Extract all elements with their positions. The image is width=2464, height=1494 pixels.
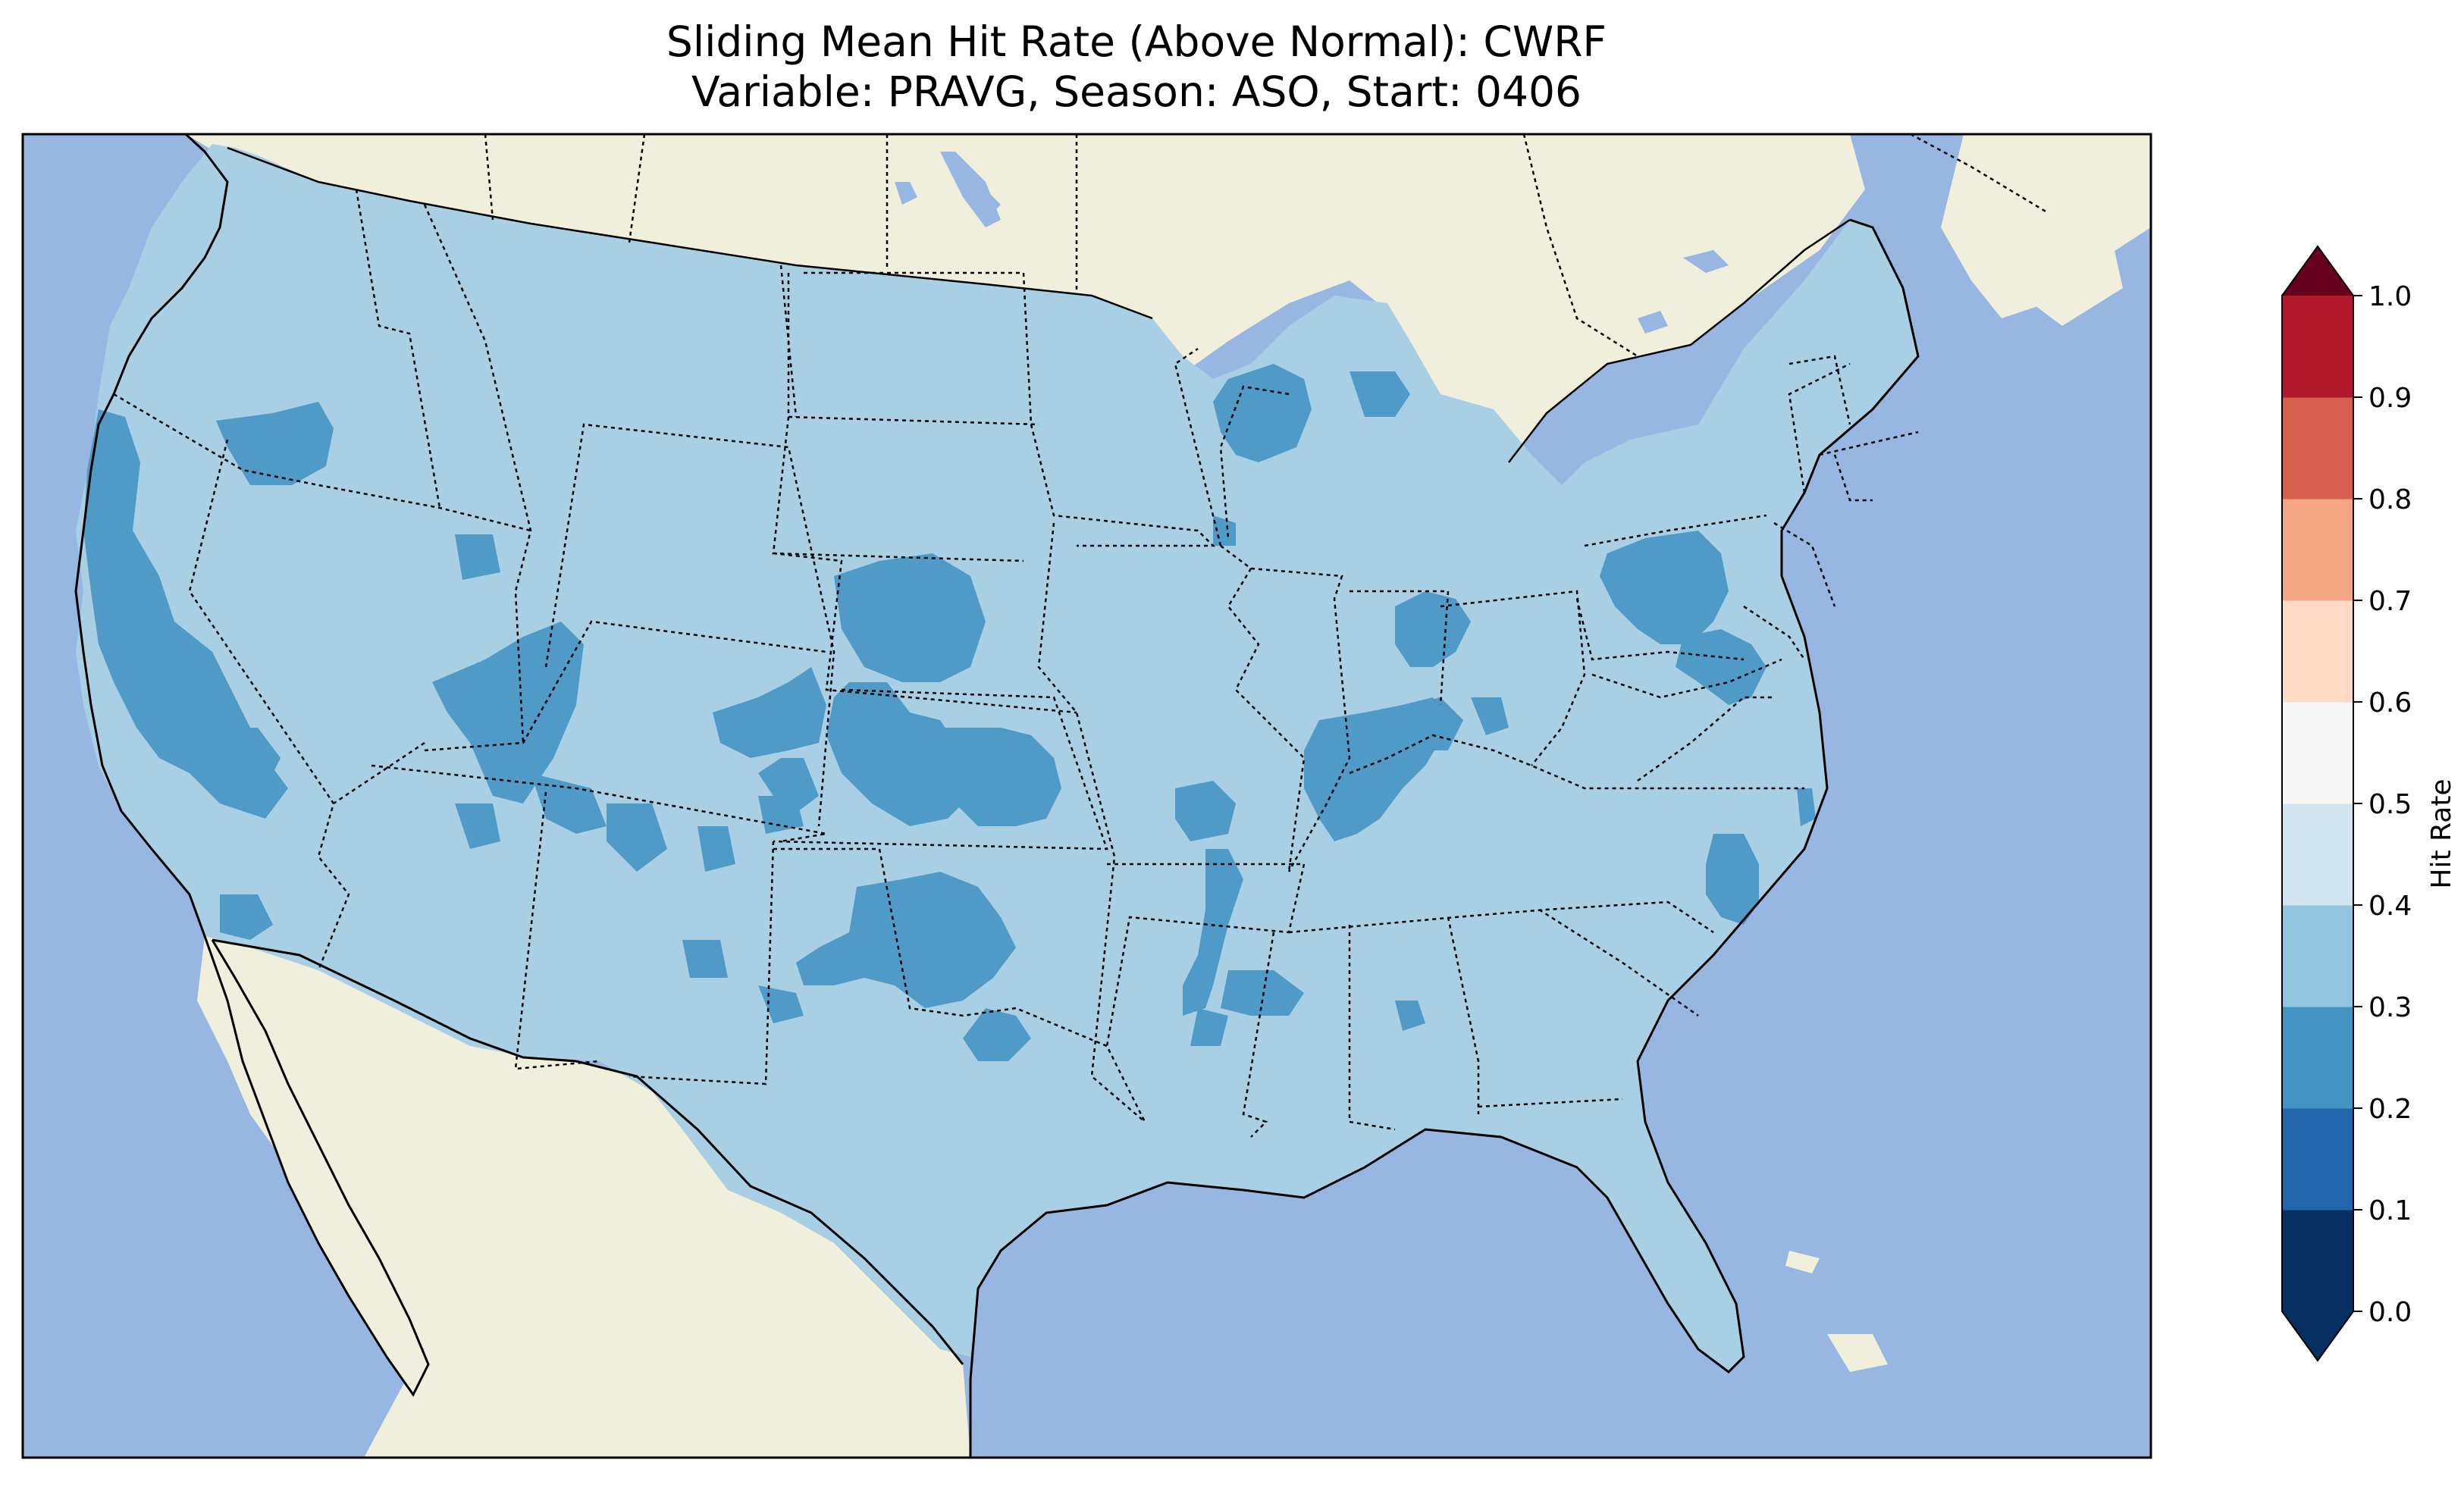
- colorbar-level-4: [2282, 803, 2353, 906]
- province-borders: [484, 134, 2048, 358]
- colorbar-tick-label: 0.5: [2368, 789, 2412, 820]
- colorbar-level-0: [2282, 1210, 2353, 1312]
- chart-title: Sliding Mean Hit Rate (Above Normal): CW…: [0, 17, 2273, 117]
- maritimes-land: [1941, 134, 2151, 318]
- colorbar-segments: [2281, 245, 2354, 1362]
- colorbar-tick-label: 0.4: [2368, 891, 2412, 922]
- colorbar-level-1: [2282, 1108, 2353, 1211]
- colorbar-level-6: [2282, 600, 2353, 703]
- colorbar-tick-label: 0.2: [2368, 1094, 2412, 1125]
- title-line-1: Sliding Mean Hit Rate (Above Normal): CW…: [666, 17, 1607, 66]
- colorbar-label: Hit Rate: [2426, 778, 2457, 888]
- colorbar-extend-under: [2282, 1311, 2353, 1361]
- colorbar-tick-label: 0.3: [2368, 992, 2412, 1023]
- title-line-2: Variable: PRAVG, Season: ASO, Start: 040…: [691, 67, 1582, 116]
- colorbar-level-3: [2282, 905, 2353, 1007]
- map-frame: [21, 133, 2152, 1459]
- colorbar-tick-label: 0.8: [2368, 484, 2412, 515]
- small-lakes: [895, 152, 1729, 334]
- colorbar-tick-label: 0.1: [2368, 1195, 2412, 1226]
- colorbar-level-9: [2282, 296, 2353, 398]
- colorbar-level-2: [2282, 1007, 2353, 1109]
- colorbar-level-8: [2282, 397, 2353, 500]
- bahamas-land: [1785, 1251, 1820, 1273]
- baja-land: [205, 936, 428, 1395]
- colorbar-tick-label: 0.6: [2368, 687, 2412, 719]
- coastline: [74, 134, 430, 1397]
- state-borders: [113, 189, 1919, 1138]
- colorbar-extend-over: [2282, 246, 2353, 296]
- mexico-land: [197, 936, 970, 1458]
- colorbar-tick-label: 1.0: [2368, 281, 2412, 312]
- colorbar-level-7: [2282, 499, 2353, 601]
- newfoundland-land: [2032, 220, 2123, 326]
- gulf-coastline: [969, 218, 1920, 1458]
- colorbar-level-5: [2282, 702, 2353, 804]
- us-canada-border: [227, 146, 1851, 463]
- colorbar-ticks: 0.0 0.1 0.2 0.3 0.4 0.5 0.6 0.7 0.8 0.9 1.0: [2353, 281, 2412, 1328]
- colorbar-tick-label: 0.7: [2368, 586, 2412, 617]
- colorbar-tick-label: 0.9: [2368, 383, 2412, 414]
- cuba-land: [1827, 1334, 1888, 1372]
- colorbar-tick-label: 0.0: [2368, 1297, 2412, 1328]
